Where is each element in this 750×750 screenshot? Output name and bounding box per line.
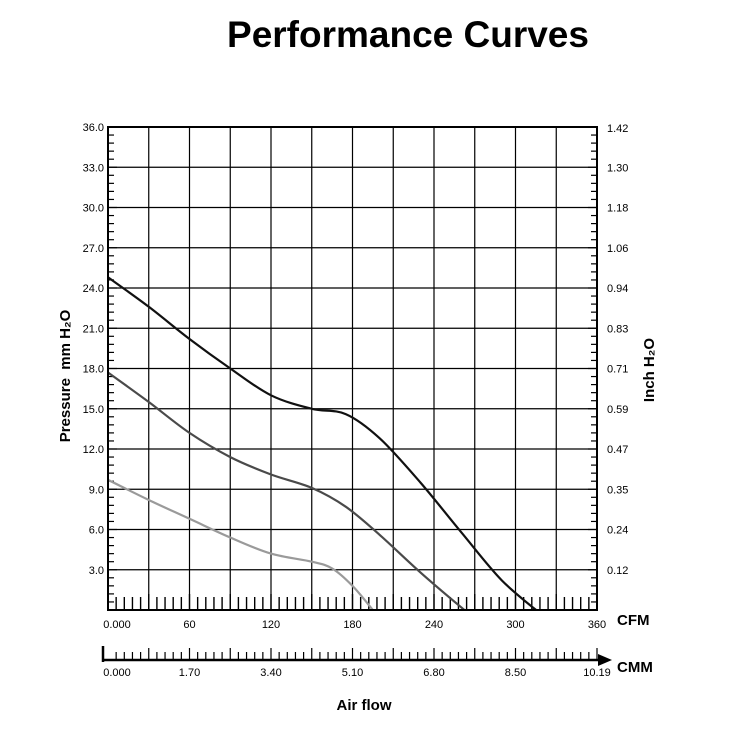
x-tick-label-cfm: 120 <box>262 619 280 631</box>
x-tick-label-cfm: 0.000 <box>103 619 131 631</box>
series-layer <box>108 276 538 610</box>
y-tick-label-right: 0.24 <box>607 525 628 537</box>
y-tick-label-left: 27.0 <box>83 243 104 255</box>
x-tick-label-cfm: 60 <box>183 619 195 631</box>
y-tick-label-right: 1.30 <box>607 162 628 174</box>
x-tick-label-cmm: 0.000 <box>103 667 131 679</box>
y-tick-label-left: 12.0 <box>83 444 104 456</box>
y-tick-label-right: 0.12 <box>607 565 628 577</box>
x-tick-label-cfm: 180 <box>343 619 361 631</box>
y-tick-label-left: 33.0 <box>83 162 104 174</box>
tick-labels: 3.0 6.0 9.0 12.0 15.0 18.0 21.0 24.0 27.0 30.0 33.… <box>83 122 629 631</box>
series-line-high-speed <box>108 276 538 610</box>
x-tick-label-cfm: 300 <box>506 619 524 631</box>
x-tick-label-cmm: 5.10 <box>342 667 363 679</box>
cmm-axis: 0.000 1.70 3.40 5.10 6.80 8.50 10.19 <box>101 646 612 679</box>
y-tick-label-left: 30.0 <box>83 203 104 215</box>
y-tick-label-right: 1.42 <box>607 123 628 135</box>
cfm-unit-label: CFM <box>617 612 650 629</box>
chart-title: Performance Curves <box>227 14 589 55</box>
x-tick-label-cmm: 1.70 <box>179 667 200 679</box>
y-tick-label-left: 36.0 <box>83 122 104 134</box>
x-tick-label-cmm: 3.40 <box>260 667 281 679</box>
y-tick-label-right: 1.06 <box>607 243 628 255</box>
y-tick-label-right: 0.83 <box>607 323 628 335</box>
y-tick-label-left: 24.0 <box>83 283 104 295</box>
x-tick-label-cfm: 240 <box>425 619 443 631</box>
x-tick-label-cmm: 8.50 <box>505 667 526 679</box>
y-tick-label-left: 15.0 <box>83 404 104 416</box>
plot-frame <box>107 126 598 611</box>
x-tick-label-cmm: 6.80 <box>423 667 444 679</box>
y-axis-left-label: Pressure mm H₂O <box>57 309 74 442</box>
x-axis-label: Air flow <box>337 697 392 714</box>
y-tick-label-right: 1.18 <box>607 203 628 215</box>
y-tick-label-right: 0.35 <box>607 484 628 496</box>
y-tick-label-left: 9.0 <box>89 484 104 496</box>
x-tick-label-cmm: 10.19 <box>583 667 611 679</box>
cmm-unit-label: CMM <box>617 659 653 676</box>
y-axis-right-label: Inch H₂O <box>641 338 658 403</box>
y-tick-label-right: 0.71 <box>607 364 628 376</box>
cmm-axis-arrow <box>598 654 612 666</box>
y-tick-label-right: 0.47 <box>607 444 628 456</box>
grid-lines <box>108 127 597 610</box>
series-line-medium-speed <box>108 371 467 610</box>
y-tick-label-left: 6.0 <box>89 525 104 537</box>
series-line-low-speed <box>108 478 374 610</box>
y-tick-label-left: 3.0 <box>89 565 104 577</box>
y-tick-label-right: 0.94 <box>607 283 628 295</box>
x-tick-label-cfm: 360 <box>588 619 606 631</box>
y-tick-label-right: 0.59 <box>607 404 628 416</box>
y-tick-label-left: 21.0 <box>83 323 104 335</box>
y-tick-label-left: 18.0 <box>83 364 104 376</box>
